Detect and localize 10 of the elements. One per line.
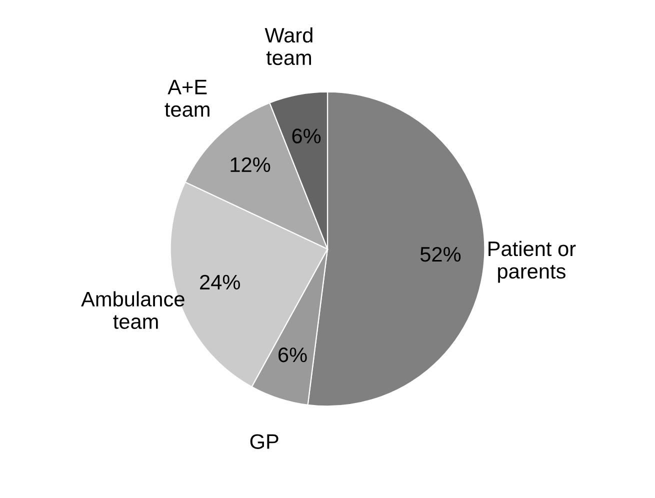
slice-label: Ambulance team	[81, 291, 184, 329]
data-label: 24%	[200, 274, 240, 290]
data-label: 52%	[420, 246, 461, 262]
data-label: 6%	[278, 347, 307, 362]
slice-label: GP	[250, 434, 278, 449]
slice-label: A+E team	[164, 80, 210, 117]
slice-label: Ward team	[264, 27, 312, 66]
data-label: 6%	[292, 128, 321, 144]
slice-label: Patient or parents	[488, 240, 576, 283]
data-label: 12%	[230, 157, 270, 172]
